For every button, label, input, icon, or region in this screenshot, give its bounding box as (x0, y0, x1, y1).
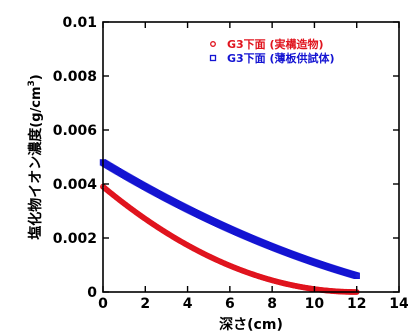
x-axis-label: 深さ(cm) (219, 316, 283, 333)
y-tick-label: 0 (87, 285, 97, 301)
y-tick-label: 0.01 (62, 15, 97, 31)
x-tick-label: 0 (98, 296, 108, 312)
x-tick-label: 12 (347, 296, 366, 312)
x-tick-label: 14 (389, 296, 408, 312)
y-tick-label: 0.002 (53, 231, 97, 247)
y-axis-label-main: 塩化物イオン濃度 (27, 127, 44, 240)
x-tick-label: 10 (305, 296, 325, 312)
x-tick-label: 4 (183, 296, 193, 312)
y-axis-label-close: ) (29, 74, 44, 80)
y-axis-label: 塩化物イオン濃度(g/cm3) (27, 74, 44, 239)
x-tick-label: 6 (225, 296, 235, 312)
series-2 (100, 160, 359, 279)
legend-label-series-2: G3下面 (薄板供試体) (227, 51, 335, 65)
legend-marker-series-1 (211, 42, 216, 47)
y-axis-label-unit: (g/cm (29, 86, 44, 127)
svg-text:塩化物イオン濃度(g/cm3): 塩化物イオン濃度(g/cm3) (27, 74, 44, 239)
x-tick-label: 8 (267, 296, 277, 312)
series-layer (100, 160, 359, 295)
y-tick-label: 0.004 (53, 177, 98, 193)
legend-marker-series-2 (211, 56, 216, 61)
y-tick-label: 0.008 (53, 69, 97, 85)
series-1 (101, 184, 359, 294)
legend-label-series-1: G3下面 (実構造物) (227, 37, 324, 51)
y-tick-label: 0.006 (53, 123, 97, 139)
legend: G3下面 (実構造物) G3下面 (薄板供試体) (211, 37, 335, 65)
x-tick-label: 2 (140, 296, 150, 312)
